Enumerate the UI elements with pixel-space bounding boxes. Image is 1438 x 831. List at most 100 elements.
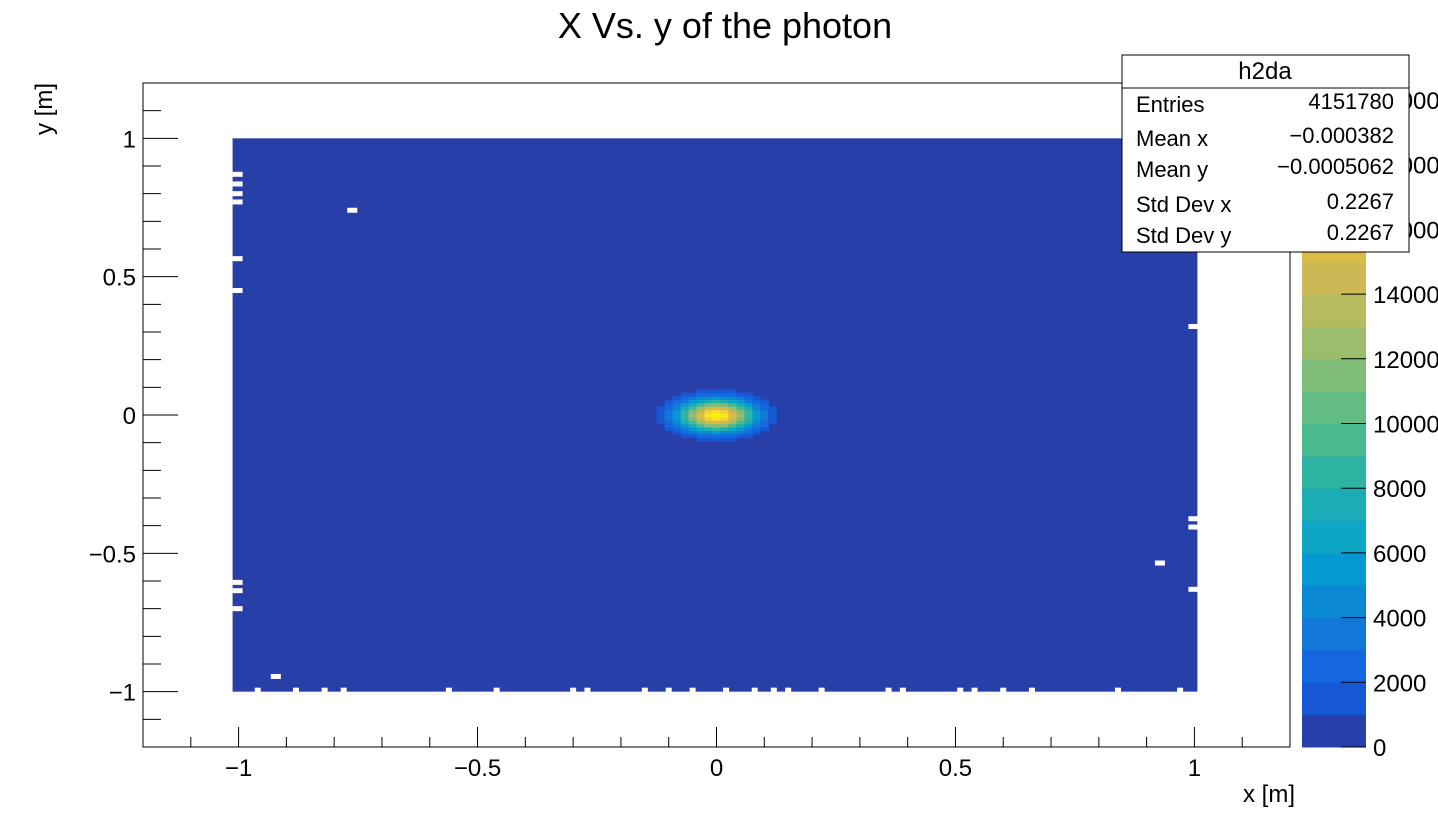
peak-bin bbox=[760, 427, 769, 432]
y-axis-label: y [m] bbox=[31, 83, 58, 135]
y-tick-label: 1 bbox=[123, 126, 136, 153]
color-scale-swatch bbox=[1302, 649, 1366, 683]
peak-bin bbox=[704, 399, 714, 404]
color-scale-tick-label: 10000 bbox=[1373, 412, 1438, 439]
peak-bin bbox=[720, 420, 729, 425]
peak-bin bbox=[720, 395, 729, 400]
peak-bin bbox=[712, 423, 721, 428]
empty-bin bbox=[232, 606, 243, 612]
peak-bin bbox=[688, 406, 698, 411]
peak-bin bbox=[696, 416, 706, 421]
color-scale-swatch bbox=[1302, 423, 1366, 457]
peak-bin bbox=[712, 392, 721, 397]
peak-bin bbox=[664, 413, 674, 418]
peak-bin bbox=[688, 413, 698, 418]
peak-bin bbox=[712, 437, 721, 442]
peak-bin bbox=[752, 416, 761, 421]
peak-bin bbox=[696, 413, 706, 418]
empty-bin bbox=[232, 199, 243, 205]
y-tick-label: −0.5 bbox=[89, 541, 136, 568]
empty-bin bbox=[751, 687, 758, 693]
peak-bin bbox=[696, 406, 706, 411]
empty-bin bbox=[232, 588, 243, 594]
peak-bin bbox=[728, 406, 737, 411]
peak-bin bbox=[696, 430, 706, 435]
empty-bin bbox=[321, 687, 328, 693]
color-scale-tick-label: 6000 bbox=[1373, 541, 1426, 568]
peak-bin bbox=[736, 395, 745, 400]
peak-bin bbox=[680, 427, 690, 432]
peak-bin bbox=[672, 416, 682, 421]
peak-bin bbox=[728, 437, 737, 442]
x-tick-label: −1 bbox=[225, 755, 252, 782]
peak-bin bbox=[688, 392, 698, 397]
peak-bin bbox=[744, 409, 753, 414]
empty-bin bbox=[232, 256, 243, 262]
peak-bin bbox=[688, 434, 698, 439]
peak-bin bbox=[728, 395, 737, 400]
peak-bin bbox=[672, 423, 682, 428]
color-scale-swatch bbox=[1302, 552, 1366, 586]
peak-bin bbox=[736, 406, 745, 411]
peak-bin bbox=[736, 409, 745, 414]
peak-bin bbox=[680, 409, 690, 414]
peak-bin bbox=[672, 409, 682, 414]
stats-row-label: Std Dev y bbox=[1136, 223, 1231, 248]
color-scale-swatch bbox=[1302, 682, 1366, 716]
y-axis: −1 −0.5 0 0.5 1 bbox=[89, 110, 178, 720]
peak-bin bbox=[688, 402, 698, 407]
peak-bin bbox=[688, 430, 698, 435]
peak-bin bbox=[768, 416, 777, 421]
stats-row-label: Mean y bbox=[1136, 157, 1208, 182]
peak-bin bbox=[760, 406, 769, 411]
peak-bin bbox=[712, 402, 721, 407]
color-scale-swatch bbox=[1302, 585, 1366, 619]
empty-bin bbox=[347, 207, 358, 213]
peak-bin bbox=[752, 430, 761, 435]
peak-bin bbox=[752, 420, 761, 425]
peak-bin bbox=[720, 430, 729, 435]
peak-bin bbox=[760, 423, 769, 428]
peak-bin bbox=[688, 423, 698, 428]
empty-bin bbox=[292, 687, 299, 693]
peak-bin bbox=[720, 427, 729, 432]
peak-bin bbox=[760, 416, 769, 421]
peak-bin bbox=[744, 416, 753, 421]
peak-bin bbox=[720, 434, 729, 439]
empty-bin bbox=[232, 181, 243, 187]
peak-bin bbox=[752, 413, 761, 418]
empty-bin bbox=[1188, 524, 1199, 530]
peak-bin bbox=[720, 413, 729, 418]
peak-bin bbox=[672, 427, 682, 432]
empty-bins bbox=[232, 171, 1199, 693]
peak-bin bbox=[688, 427, 698, 432]
stats-box-rows: Entries 4151780 Mean x −0.000382 Mean y −0.00… bbox=[1136, 89, 1394, 248]
peak-bin bbox=[696, 423, 706, 428]
peak-bin bbox=[744, 406, 753, 411]
peak-bin bbox=[728, 416, 737, 421]
peak-bin bbox=[744, 420, 753, 425]
peak-bin bbox=[728, 402, 737, 407]
peak-bin bbox=[728, 420, 737, 425]
empty-bin bbox=[340, 687, 347, 693]
color-scale-swatch bbox=[1302, 326, 1366, 360]
peak-bin bbox=[760, 413, 769, 418]
stats-box: h2da Entries 4151780 Mean x −0.000382 Mean y… bbox=[1121, 54, 1410, 253]
peak-bin bbox=[712, 434, 721, 439]
peak-bin bbox=[720, 389, 729, 393]
color-scale-tick-label: 0 bbox=[1373, 735, 1386, 762]
peak-bin bbox=[720, 423, 729, 428]
peak-bin bbox=[712, 389, 721, 393]
color-scale-swatch bbox=[1302, 520, 1366, 554]
peak-bin bbox=[664, 427, 674, 432]
peak-bin bbox=[696, 434, 706, 439]
peak-bin bbox=[704, 427, 714, 432]
peak-bin bbox=[672, 399, 682, 404]
peak-bin bbox=[672, 430, 682, 435]
stats-row-value: 4151780 bbox=[1308, 89, 1394, 114]
peak-bin bbox=[712, 406, 721, 411]
peak-bin bbox=[752, 395, 761, 400]
peak-bin bbox=[680, 395, 690, 400]
peak-bin bbox=[704, 416, 714, 421]
color-scale-tick-label: 2000 bbox=[1373, 670, 1426, 697]
